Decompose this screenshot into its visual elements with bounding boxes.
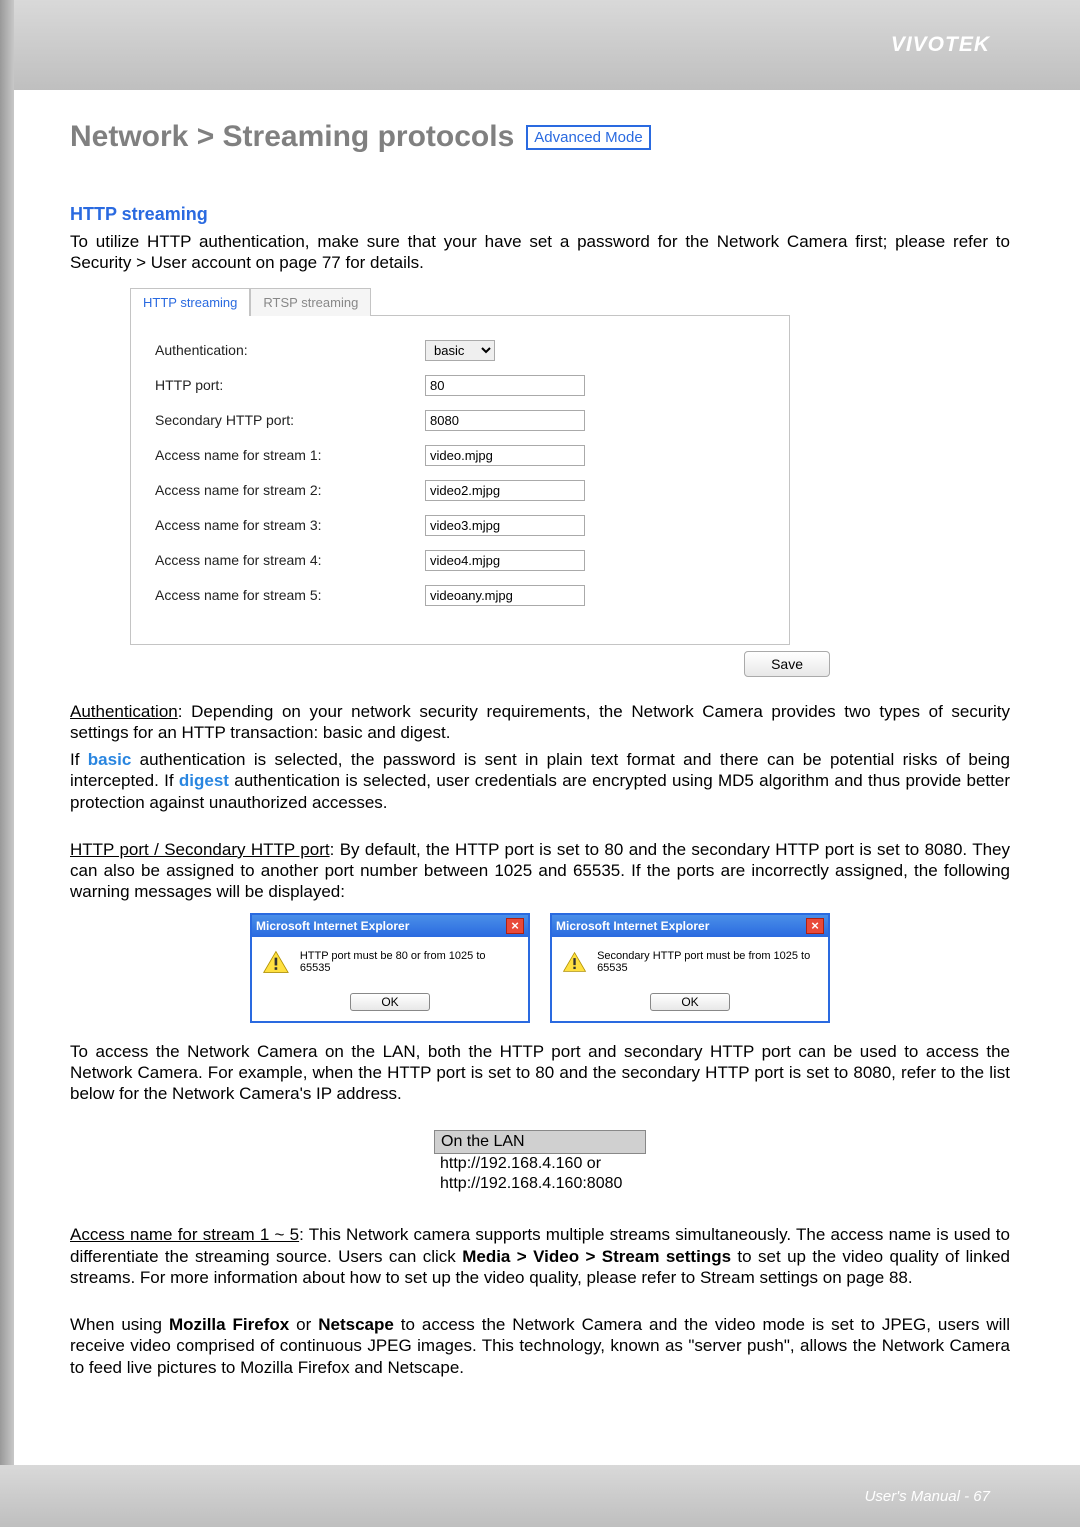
stream2-input[interactable] xyxy=(425,480,585,501)
warning-icon xyxy=(562,949,587,975)
media-path: Media > Video > Stream settings xyxy=(462,1247,731,1266)
stream-para: Access name for stream 1 ~ 5: This Netwo… xyxy=(70,1224,1010,1288)
firefox-para: When using Mozilla Firefox or Netscape t… xyxy=(70,1314,1010,1378)
auth-label: Authentication: xyxy=(155,342,425,358)
side-strip xyxy=(0,0,14,1527)
port-para: HTTP port / Secondary HTTP port: By defa… xyxy=(70,839,1010,903)
stream2-label: Access name for stream 2: xyxy=(155,482,425,498)
footer-text: User's Manual - 67 xyxy=(865,1488,990,1505)
dialog-2-msg: Secondary HTTP port must be from 1025 to… xyxy=(597,950,818,974)
dialog-1-ok-button[interactable]: OK xyxy=(350,993,429,1011)
brand: VIVOTEK xyxy=(891,33,990,57)
stream4-label: Access name for stream 4: xyxy=(155,552,425,568)
digest-keyword: digest xyxy=(179,771,229,790)
footer-bar: User's Manual - 67 xyxy=(0,1465,1080,1527)
http-streaming-panel: HTTP streaming RTSP streaming Authentica… xyxy=(130,288,1010,677)
sec-port-input[interactable] xyxy=(425,410,585,431)
stream3-label: Access name for stream 3: xyxy=(155,517,425,533)
auth-para-2: If basic authentication is selected, the… xyxy=(70,749,1010,813)
firefox-bold: Mozilla Firefox xyxy=(169,1315,289,1334)
stream5-input[interactable] xyxy=(425,585,585,606)
lan-line-1: http://192.168.4.160 or xyxy=(440,1154,640,1174)
stream5-label: Access name for stream 5: xyxy=(155,587,425,603)
tab-http-streaming[interactable]: HTTP streaming xyxy=(130,288,250,316)
http-port-label: HTTP port: xyxy=(155,377,425,393)
section-header: HTTP streaming xyxy=(70,204,1010,225)
dialog-1-msg: HTTP port must be 80 or from 1025 to 655… xyxy=(300,950,518,974)
page-title: Network > Streaming protocols xyxy=(70,120,514,154)
netscape-bold: Netscape xyxy=(318,1315,394,1334)
lan-box: On the LAN http://192.168.4.160 or http:… xyxy=(434,1130,646,1194)
basic-keyword: basic xyxy=(88,750,131,769)
intro-text: To utilize HTTP authentication, make sur… xyxy=(70,231,1010,274)
stream-underline: Access name for stream 1 ~ 5 xyxy=(70,1225,299,1244)
lan-head: On the LAN xyxy=(434,1130,646,1154)
dialog-2-title: Microsoft Internet Explorer xyxy=(556,919,709,933)
tab-rtsp-streaming[interactable]: RTSP streaming xyxy=(250,288,371,316)
auth-select[interactable]: basic xyxy=(425,340,495,361)
auth-underline: Authentication xyxy=(70,702,178,721)
dialog-2-ok-button[interactable]: OK xyxy=(650,993,729,1011)
header-bar: VIVOTEK xyxy=(0,0,1080,90)
dialog-2: Microsoft Internet Explorer × Secondary … xyxy=(550,913,830,1023)
save-button[interactable]: Save xyxy=(744,651,830,677)
stream3-input[interactable] xyxy=(425,515,585,536)
stream1-input[interactable] xyxy=(425,445,585,466)
stream1-label: Access name for stream 1: xyxy=(155,447,425,463)
dialog-1-close-icon[interactable]: × xyxy=(506,918,524,934)
dialog-1: Microsoft Internet Explorer × HTTP port … xyxy=(250,913,530,1023)
http-port-input[interactable] xyxy=(425,375,585,396)
access-para: To access the Network Camera on the LAN,… xyxy=(70,1041,1010,1105)
mode-badge: Advanced Mode xyxy=(526,125,650,150)
dialog-2-close-icon[interactable]: × xyxy=(806,918,824,934)
warning-icon xyxy=(262,949,290,975)
dialog-1-title: Microsoft Internet Explorer xyxy=(256,919,409,933)
auth-para-1: Authentication: Depending on your networ… xyxy=(70,701,1010,744)
sec-port-label: Secondary HTTP port: xyxy=(155,412,425,428)
stream4-input[interactable] xyxy=(425,550,585,571)
lan-line-2: http://192.168.4.160:8080 xyxy=(440,1174,640,1194)
port-underline: HTTP port / Secondary HTTP port xyxy=(70,840,330,859)
